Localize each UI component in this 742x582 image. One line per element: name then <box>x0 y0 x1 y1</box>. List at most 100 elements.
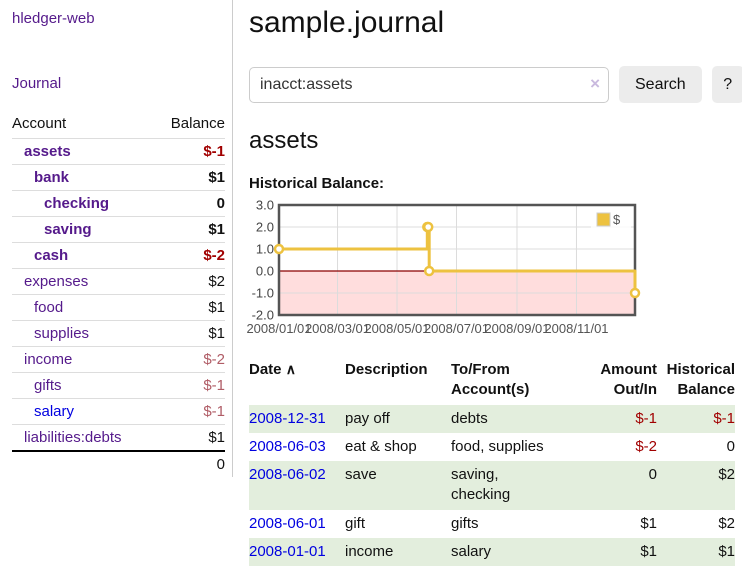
account-balance: $1 <box>154 320 225 347</box>
accounts-header-balance: Balance <box>170 115 225 132</box>
sidebar-item-journal[interactable]: Journal <box>12 75 62 92</box>
account-name-cell: expenses <box>12 268 155 295</box>
register-date-cell: 2008-06-03 <box>249 433 345 461</box>
register-amount-cell: $-2 <box>635 437 657 455</box>
transaction-date-link[interactable]: 2008-01-01 <box>249 542 326 560</box>
chart-y-tick-label: 1.0 <box>256 242 274 257</box>
account-row-supplies: supplies $1 <box>12 320 225 347</box>
account-link-salary[interactable]: salary <box>34 403 75 420</box>
clear-search-icon[interactable]: × <box>590 73 600 93</box>
page-title: sample.journal <box>249 6 445 39</box>
register-amount-cell: $1 <box>587 537 657 566</box>
account-row-saving: saving $1 <box>12 216 225 243</box>
account-balance: $-2 <box>154 346 225 373</box>
account-link-saving[interactable]: saving <box>44 221 92 238</box>
account-balance: $-1 <box>154 138 225 165</box>
register-header-accounts: To/From Account(s) <box>451 361 530 399</box>
chart-x-tick-label: 2008/11/01 <box>544 321 608 336</box>
accounts-table: Account Balance assets $-1 bank $1 checking 0… <box>12 112 225 477</box>
accounts-header-account: Account <box>12 115 67 132</box>
account-row-salary: salary $-1 <box>12 398 225 425</box>
account-row-gifts: gifts $-1 <box>12 372 225 399</box>
register-description-cell: save <box>345 461 451 510</box>
chart-x-tick-label: 2008/01/01 <box>246 321 311 336</box>
chart-y-tick-label: 2.0 <box>256 220 274 235</box>
account-row-assets: assets $-1 <box>12 138 225 165</box>
account-link-gifts[interactable]: gifts <box>34 377 62 394</box>
register-row-2008-01-01: 2008-01-01 income salary $1 $1 <box>249 537 735 566</box>
account-balance: $-1 <box>154 398 225 425</box>
chart-x-tick-label: 2008/05/01 <box>364 321 429 336</box>
register-accounts-cell: gifts <box>451 514 479 532</box>
app-title-link[interactable]: hledger-web <box>12 10 95 27</box>
chart-y-tick-label: 3.0 <box>256 200 274 213</box>
register-row-2008-12-31: 2008-12-31 pay off debts $-1 $-1 <box>249 404 735 433</box>
transaction-date-link[interactable]: 2008-06-03 <box>249 437 326 455</box>
account-name-cell: cash <box>12 242 155 269</box>
chart-legend-label: $ <box>613 212 621 227</box>
account-row-liabilities-debts: liabilities:debts $1 <box>12 424 225 451</box>
account-name-cell: saving <box>12 216 155 243</box>
account-row-food: food $1 <box>12 294 225 321</box>
app-root: hledger-web Journal Account Balance asse… <box>12 0 742 566</box>
account-link-cash[interactable]: cash <box>34 247 69 264</box>
sort-asc-icon: ∧ <box>285 361 296 377</box>
register-date-cell: 2008-12-31 <box>249 404 345 433</box>
transaction-date-link[interactable]: 2008-06-02 <box>249 466 326 483</box>
account-balance: $2 <box>154 268 225 295</box>
register-header-description: Description <box>345 361 428 378</box>
register-row-2008-06-02: 2008-06-02 save saving, checking 0 $2 <box>249 461 735 510</box>
account-link-liabilities-debts[interactable]: liabilities:debts <box>24 429 122 446</box>
account-balance: $1 <box>154 164 225 191</box>
account-row-income: income $-2 <box>12 346 225 373</box>
register-date-cell: 2008-06-02 <box>249 461 345 510</box>
account-link-bank[interactable]: bank <box>34 169 70 186</box>
account-link-checking[interactable]: checking <box>44 195 110 212</box>
search-input[interactable] <box>249 66 609 103</box>
account-balance: $1 <box>154 424 225 451</box>
account-link-income[interactable]: income <box>24 351 73 368</box>
register-date-cell: 2008-06-01 <box>249 510 345 538</box>
chart-x-tick-label: 2008/07/01 <box>424 321 489 336</box>
account-link-assets[interactable]: assets <box>24 143 71 160</box>
chart-y-tick-label: -2.0 <box>252 308 274 323</box>
register-balance-cell: 0 <box>726 437 735 455</box>
register-row-2008-06-01: 2008-06-01 gift gifts $1 $2 <box>249 510 735 538</box>
account-name-cell: gifts <box>12 372 155 399</box>
account-balance: $1 <box>154 216 225 243</box>
account-name-cell: assets <box>12 138 155 165</box>
account-name-cell: checking <box>12 190 155 217</box>
account-name-cell: liabilities:debts <box>12 424 155 451</box>
chart-y-tick-label: -1.0 <box>252 286 274 301</box>
historical-balance-chart: $3.0 2.0 1.0 0.0 -1.0 -2.0 2008/01/01 2008/03/0… <box>241 198 742 344</box>
register-accounts-cell: debts <box>451 404 587 433</box>
register-header-row: Date ∧ Description To/From Account(s) Am… <box>249 358 735 405</box>
register-header-date[interactable]: Date ∧ <box>249 358 345 405</box>
chart-data-point <box>629 287 641 299</box>
main-content: sample.journal × Search ? assets Histori… <box>233 0 742 566</box>
account-balance: $-1 <box>154 372 225 399</box>
accounts-header-row: Account Balance <box>12 112 225 139</box>
chart-x-tick-label: 2008/09/01 <box>484 321 549 336</box>
register-description-cell: gift <box>345 514 366 532</box>
account-row-cash: cash $-2 <box>12 242 225 269</box>
account-link-food[interactable]: food <box>34 299 64 316</box>
account-name-cell: supplies <box>12 320 155 347</box>
register-accounts-cell: salary <box>451 537 587 566</box>
register-accounts-cell: food, supplies <box>451 437 544 455</box>
help-button[interactable]: ? <box>711 66 742 103</box>
account-link-supplies[interactable]: supplies <box>34 325 90 342</box>
chart-legend-swatch <box>596 212 611 227</box>
account-row-expenses: expenses $2 <box>12 268 225 295</box>
account-link-expenses[interactable]: expenses <box>24 273 89 290</box>
chart-x-tick-label: 2008/03/01 <box>305 321 370 336</box>
account-balance: 0 <box>154 190 225 217</box>
search-button[interactable]: Search <box>619 66 702 103</box>
account-name-cell: salary <box>12 398 155 425</box>
chart-data-point <box>423 265 435 277</box>
transaction-date-link[interactable]: 2008-06-01 <box>249 514 326 532</box>
chart-label: Historical Balance: <box>249 175 385 192</box>
transaction-date-link[interactable]: 2008-12-31 <box>249 409 326 427</box>
register-balance-cell: $2 <box>657 461 735 510</box>
account-balance: $-2 <box>154 242 225 269</box>
